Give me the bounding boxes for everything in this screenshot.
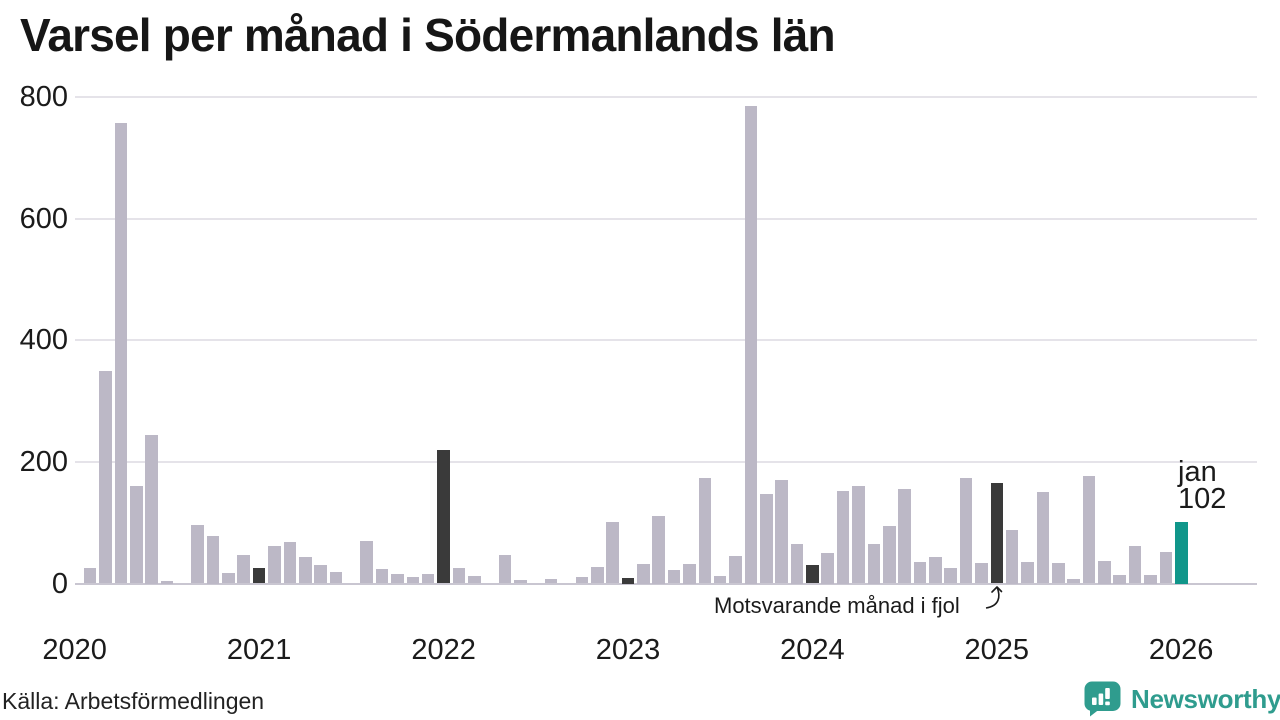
bar-2025-08 [1098,561,1111,584]
bar-2023-01 [621,578,635,584]
bar-2020-06 [145,434,158,584]
x-axis-tick-label: 2023 [595,634,661,666]
bar-2023-07 [713,575,727,584]
bar-2022-10 [575,577,589,584]
bar-2025-06 [1067,578,1080,584]
annotation-arrow-icon [985,586,1003,609]
bar-2024-04 [852,485,865,584]
gridline [75,339,1257,342]
page-title: Varsel per månad i Södermanlands län [20,9,836,61]
highlight-bar-label: jan 102 [1178,456,1227,515]
bar-2020-03 [99,371,112,584]
bar-2025-03 [1021,561,1034,584]
y-axis-tick-label: 0 [51,567,68,600]
x-axis-tick-label: 2021 [226,634,292,666]
bar-2022-02 [452,567,466,584]
bar-2025-07 [1082,475,1096,584]
bar-2024-01 [806,565,819,584]
bar-2024-06 [882,526,896,584]
annotation-label: Motsvarande månad i fjol [714,593,960,618]
x-axis-tick-label: 2024 [780,634,845,666]
x-axis-tick-label: 2020 [42,634,107,666]
bar-2023-10 [759,494,773,584]
bar-2021-09 [375,568,389,584]
bar-2020-09 [191,525,204,584]
y-axis-tick-label: 200 [19,445,68,478]
bar-2022-01 [437,449,450,584]
bar-2020-11 [222,573,235,584]
highlight-bar-label-value: 102 [1178,483,1227,515]
bar-2026-01 [1174,521,1188,584]
highlight-bar-label-month: jan [1178,456,1217,488]
bar-2024-11 [959,478,973,584]
bar-2020-07 [160,580,174,584]
bar-2020-05 [129,485,143,584]
bar-2021-06 [329,571,343,584]
bar-2023-08 [729,556,742,584]
bar-2021-04 [298,556,312,584]
bar-2021-03 [283,542,297,584]
bar-2023-03 [652,516,666,584]
x-axis-tick-label: 2025 [964,634,1030,666]
bar-2021-12 [421,574,435,584]
bar-2025-02 [1005,530,1019,584]
bar-2023-06 [698,478,712,584]
gridline [75,460,1257,463]
gridline [75,217,1257,220]
bar-2024-12 [975,563,988,584]
bar-2024-09 [929,556,942,584]
bar-2023-11 [775,480,788,584]
bar-2023-02 [637,564,650,584]
bar-2024-07 [898,489,911,584]
source-label: Källa: Arbetsförmedlingen [2,688,265,714]
bar-2021-11 [406,577,420,584]
bar-2024-10 [944,568,958,584]
y-axis-tick-label: 800 [19,81,68,113]
gridline [75,96,1257,98]
bar-2022-08 [544,578,558,584]
bar-2025-04 [1036,492,1050,584]
bar-2021-02 [268,546,281,584]
bar-2025-01 [990,483,1004,584]
bar-2024-08 [913,562,927,584]
bar-2023-05 [683,564,696,584]
bar-2021-05 [314,565,327,584]
bar-2025-09 [1113,575,1127,584]
bar-2021-01 [252,568,266,584]
x-axis-line [75,582,1257,585]
bar-2022-05 [498,554,512,584]
bar-2020-02 [83,568,97,584]
newsworthy-logo-icon [1084,681,1121,717]
bar-2022-06 [514,579,527,584]
bar-2025-12 [1159,551,1173,584]
y-axis-tick-label: 400 [19,324,68,357]
bar-2023-04 [667,570,681,584]
bar-2021-08 [360,540,374,584]
newsworthy-logo-text: Newsworthy [1131,684,1280,714]
bar-2024-05 [867,544,881,584]
y-axis-tick-label: 600 [19,202,68,235]
bar-2025-11 [1144,575,1157,584]
bar-2022-12 [606,522,619,584]
bar-2022-03 [467,576,481,584]
bar-2024-02 [821,552,835,584]
bar-2023-09 [744,105,758,584]
bar-2025-10 [1128,546,1142,584]
x-axis-tick-label: 2026 [1148,634,1214,666]
bar-2020-04 [114,123,128,584]
bar-2022-11 [590,567,604,584]
x-axis-tick-label: 2022 [411,634,476,666]
bar-2024-03 [836,490,850,584]
bar-2020-10 [206,535,220,584]
bar-2023-12 [790,544,804,584]
bar-2021-10 [391,573,404,584]
newsworthy-logo: Newsworthy [1084,681,1280,718]
bar-2020-12 [237,554,251,584]
bar-2025-05 [1051,563,1065,584]
